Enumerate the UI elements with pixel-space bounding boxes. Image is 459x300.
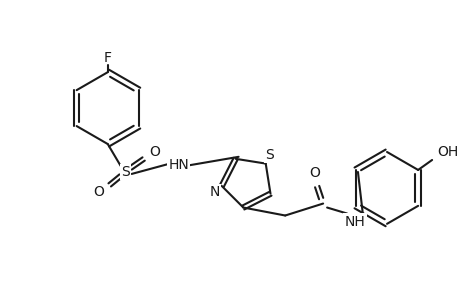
Text: OH: OH <box>437 145 458 159</box>
Text: O: O <box>93 185 104 199</box>
Text: F: F <box>104 51 112 65</box>
Text: S: S <box>265 148 274 162</box>
Text: HN: HN <box>168 158 189 172</box>
Text: S: S <box>121 165 130 179</box>
Text: O: O <box>309 166 320 180</box>
Text: NH: NH <box>344 214 364 229</box>
Text: O: O <box>149 145 160 159</box>
Text: N: N <box>209 185 219 199</box>
